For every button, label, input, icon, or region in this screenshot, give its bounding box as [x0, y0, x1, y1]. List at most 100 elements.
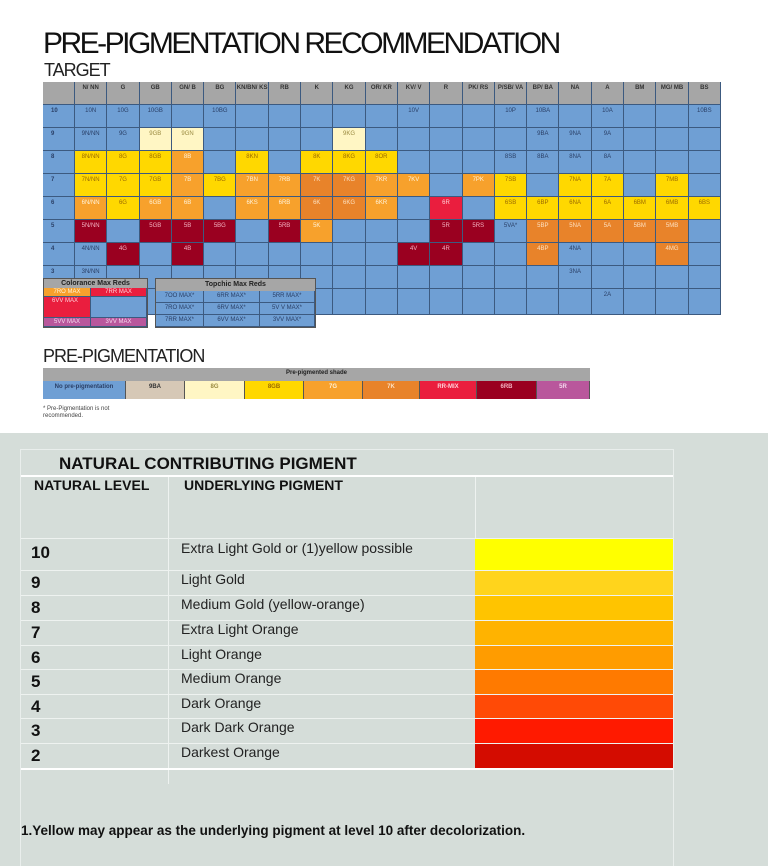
shade-cell	[688, 151, 721, 174]
shade-cell	[559, 289, 592, 315]
column-header: PK/ RS	[462, 82, 495, 105]
shade-cell: 8B	[171, 151, 205, 174]
pigment-swatch	[475, 670, 673, 695]
topchic-cell: 6VV MAX*	[204, 315, 260, 327]
shade-cell: 4MG	[656, 243, 689, 266]
colorance-cell: 3VV MAX	[91, 318, 147, 327]
shade-cell: 8A	[591, 151, 625, 174]
underlying-pigment: Light Orange	[181, 646, 262, 662]
shade-cell: 6KS	[236, 197, 269, 220]
natural-level: 8	[31, 598, 41, 617]
shade-cell: 9N/NN	[75, 128, 108, 151]
shade-cell	[365, 243, 398, 266]
shade-cell: 7RB	[268, 174, 302, 197]
shade-cell: 9GB	[139, 128, 172, 151]
pigment-swatch	[475, 596, 673, 621]
topchic-title: Topchic Max Reds	[156, 279, 315, 291]
colorance-cell: 6VV MAX	[44, 297, 91, 318]
column-header: BP/ BA	[527, 82, 560, 105]
shade-cell	[301, 243, 334, 266]
pigment-row: 5 Medium Orange	[21, 669, 673, 695]
pre-pigment-shade: 7G	[304, 381, 363, 399]
shade-cell: 9KG	[333, 128, 366, 151]
shade-cell: 7KG	[333, 174, 366, 197]
shade-cell: 6BP	[527, 197, 560, 220]
shade-cell	[236, 220, 269, 243]
shade-cell: 7KR	[365, 174, 398, 197]
shade-cell	[494, 266, 528, 289]
pigment-row: 4 Dark Orange	[21, 694, 673, 719]
natural-pigment-section: NATURAL CONTRIBUTING PIGMENT NATURAL LEV…	[0, 433, 768, 866]
underlying-pigment: Dark Orange	[181, 695, 262, 711]
header-corner	[43, 82, 75, 105]
pre-pigmented-shade-header: Pre-pigmented shade	[43, 368, 590, 381]
underlying-pigment: Medium Gold (yellow-orange)	[181, 596, 365, 612]
shade-cell: 10GB	[139, 105, 172, 128]
footnote: 1.Yellow may appear as the underlying pi…	[21, 823, 526, 838]
shade-cell: 8SB	[494, 151, 528, 174]
target-table: N/ NN G GB GN/ B BG KN/BN/ KS RB K KG OR/ KR KV/ V…	[43, 82, 721, 315]
pre-pigment-shade: No pre-pigmentation	[43, 381, 126, 399]
column-header: GN/ B	[171, 82, 205, 105]
pigment-row: 9 Light Gold	[21, 570, 673, 596]
shade-cell: 10G	[107, 105, 140, 128]
shade-cell: 7KV	[397, 174, 431, 197]
pigment-swatch	[475, 744, 673, 769]
shade-cell: 8OR	[365, 151, 398, 174]
shade-cell: 7G	[107, 174, 140, 197]
shade-cell	[107, 220, 140, 243]
shade-cell	[333, 266, 366, 289]
shade-cell: 7NA	[559, 174, 592, 197]
pre-pigmentation-table: Pre-pigmented shade No pre-pigmentation 9…	[43, 368, 590, 399]
natural-level: 9	[31, 573, 41, 592]
shade-cell	[624, 174, 657, 197]
topchic-cell: 7RO MAX*	[156, 303, 204, 315]
natural-level: 7	[31, 623, 41, 642]
shade-cell	[171, 105, 205, 128]
shade-cell	[397, 197, 431, 220]
shade-cell	[365, 105, 398, 128]
shade-cell: 9A	[591, 128, 625, 151]
shade-cell: 6A	[591, 197, 625, 220]
shade-cell: 10V	[397, 105, 431, 128]
natural-level: 10	[31, 543, 50, 562]
shade-cell: 6BS	[688, 197, 721, 220]
shade-cell: 4NA	[559, 243, 592, 266]
shade-cell	[462, 151, 495, 174]
column-header: RB	[268, 82, 302, 105]
shade-cell: 6MB	[656, 197, 689, 220]
shade-cell: 4R	[430, 243, 463, 266]
shade-cell: 4N/NN	[75, 243, 108, 266]
pigment-swatch	[475, 719, 673, 744]
shade-cell	[365, 128, 398, 151]
shade-cell: 10P	[494, 105, 528, 128]
shade-cell: 9G	[107, 128, 140, 151]
shade-cell: 5NA	[559, 220, 592, 243]
pigment-row: 2 Darkest Orange	[21, 743, 673, 769]
shade-cell: 5BP	[527, 220, 560, 243]
shade-cell: 10BG	[204, 105, 237, 128]
shade-cell	[236, 128, 269, 151]
topchic-cell: 3VV MAX*	[260, 315, 315, 327]
natural-level: 2	[31, 746, 41, 765]
shade-cell: 8GB	[139, 151, 172, 174]
shade-cell: 9GN	[171, 128, 205, 151]
column-header: N/ NN	[75, 82, 108, 105]
shade-cell: 2A	[591, 289, 625, 315]
shade-cell	[527, 174, 560, 197]
shade-cell	[430, 289, 463, 315]
underlying-pigment: Extra Light Gold or (1)yellow possible	[181, 540, 413, 556]
shade-cell	[624, 128, 657, 151]
shade-cell: 4B	[171, 243, 205, 266]
topchic-cell: 7OO MAX*	[156, 291, 204, 303]
shade-cell	[430, 174, 463, 197]
column-header: BG	[204, 82, 237, 105]
shade-cell	[462, 266, 495, 289]
natural-level: 4	[31, 697, 41, 716]
shade-cell: 6G	[107, 197, 140, 220]
shade-cell	[462, 128, 495, 151]
shade-cell: 5R	[430, 220, 463, 243]
column-header: P/SB/ VA	[494, 82, 528, 105]
shade-cell: 8BA	[527, 151, 560, 174]
shade-cell	[591, 243, 625, 266]
